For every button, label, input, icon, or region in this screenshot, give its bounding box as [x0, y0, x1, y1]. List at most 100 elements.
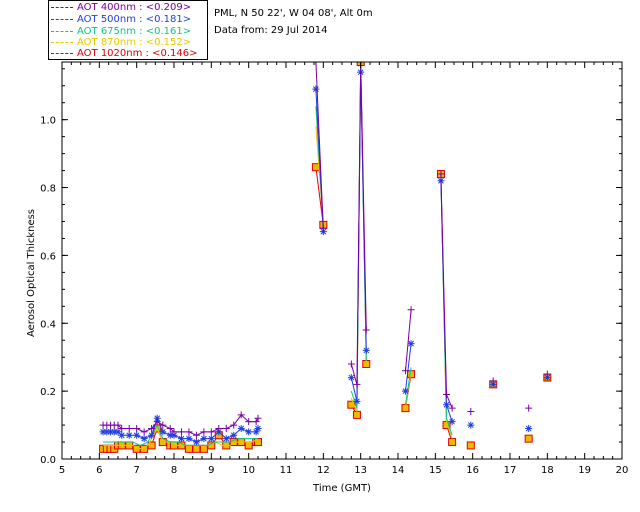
y-tick-label: 1.0: [40, 116, 56, 127]
legend-label: AOT 675nm : <0.161>: [77, 26, 192, 37]
data-point-plus: [159, 421, 167, 429]
data-point-star: [159, 428, 167, 436]
series-line: [440, 173, 453, 409]
data-point-square: [524, 434, 533, 443]
data-point-star: [525, 424, 533, 432]
legend-item-1020: AOT 1020nm : <0.146>: [51, 48, 197, 60]
data-point-star: [222, 435, 230, 443]
series-line: [103, 427, 259, 450]
data-point-plus: [467, 407, 475, 415]
data-point-plus: [407, 306, 415, 314]
data-point-plus: [443, 391, 451, 399]
series-line: [103, 414, 259, 436]
series-line: [405, 309, 412, 371]
legend-swatch: [51, 52, 73, 54]
x-tick-label: 12: [317, 465, 330, 476]
data-point-star: [230, 431, 238, 439]
data-point-plus: [207, 428, 215, 436]
y-tick-label: 0.6: [40, 251, 56, 262]
data-point-star: [207, 435, 215, 443]
legend-item-400: AOT 400nm : <0.209>: [51, 2, 191, 14]
x-tick-label: 7: [133, 465, 139, 476]
data-point-star: [125, 431, 133, 439]
data-point-star: [200, 435, 208, 443]
y-tick-label: 0.0: [40, 455, 56, 466]
data-point-plus: [347, 360, 355, 368]
data-point-plus: [401, 367, 409, 375]
y-tick-label: 0.8: [40, 184, 56, 195]
data-point-square: [448, 438, 457, 447]
legend-item-675: AOT 675nm : <0.161>: [51, 26, 191, 38]
x-tick-label: 9: [208, 465, 214, 476]
data-point-star: [103, 428, 111, 436]
data-point-square: [244, 441, 253, 450]
data-point-plus: [215, 424, 223, 432]
data-point-plus: [525, 404, 533, 412]
data-point-plus: [177, 428, 185, 436]
x-tick-label: 20: [616, 465, 629, 476]
data-point-plus: [489, 377, 497, 385]
x-tick-label: 13: [354, 465, 367, 476]
data-point-plus: [200, 428, 208, 436]
legend-item-500: AOT 500nm : <0.181>: [51, 14, 191, 26]
x-tick-label: 18: [541, 465, 554, 476]
data-point-star: [148, 431, 156, 439]
data-point-plus: [362, 326, 370, 334]
data-point-plus: [448, 404, 456, 412]
x-tick-label: 5: [59, 465, 65, 476]
y-axis-label: Aerosol Optical Thickness: [26, 209, 37, 337]
series-line: [405, 343, 412, 392]
x-tick-label: 10: [242, 465, 255, 476]
x-tick-label: 8: [171, 465, 177, 476]
data-point-star: [252, 428, 260, 436]
legend-label: AOT 500nm : <0.181>: [77, 14, 192, 25]
series-line: [103, 423, 258, 446]
data-point-star: [107, 428, 115, 436]
data-point-star: [185, 435, 193, 443]
legend-label: AOT 1020nm : <0.146>: [77, 48, 198, 59]
legend-swatch: [51, 18, 73, 20]
data-point-plus: [237, 411, 245, 419]
legend-label: AOT 400nm : <0.209>: [77, 2, 192, 13]
x-tick-label: 6: [96, 465, 102, 476]
plot-area: [99, 62, 552, 453]
data-point-plus: [312, 62, 320, 66]
data-point-star: [110, 428, 118, 436]
data-point-plus: [166, 424, 174, 432]
data-point-star: [177, 435, 185, 443]
series-group: [99, 62, 552, 453]
series-line: [315, 62, 324, 229]
y-tick-label: 0.4: [40, 319, 56, 330]
data-point-square: [192, 444, 201, 453]
data-point-plus: [125, 424, 133, 432]
data-point-star: [192, 438, 200, 446]
data-point-plus: [353, 380, 361, 388]
data-point-plus: [118, 424, 126, 432]
data-point-plus: [153, 418, 161, 426]
data-point-plus: [170, 428, 178, 436]
data-point-star: [448, 418, 456, 426]
data-point-plus: [245, 418, 253, 426]
data-point-square: [347, 400, 356, 409]
series-line: [405, 367, 412, 405]
data-point-plus: [254, 414, 262, 422]
data-point-plus: [230, 421, 238, 429]
data-point-plus: [148, 424, 156, 432]
data-point-star: [133, 431, 141, 439]
data-point-star: [362, 346, 370, 354]
data-point-square: [199, 444, 208, 453]
legend-swatch: [51, 30, 73, 32]
axes: 5 6 7 8 9 10 11 12 13 14 15 16 17 18 19 20 0.0 0.2 0.4 0.6 0…: [40, 61, 629, 476]
data-point-plus: [133, 424, 141, 432]
data-point-star: [140, 435, 148, 443]
y-tick-label: 0.2: [40, 387, 56, 398]
data-point-star: [401, 387, 409, 395]
x-tick-label: 17: [504, 465, 517, 476]
series-line: [350, 62, 367, 385]
x-tick-label: 15: [429, 465, 442, 476]
data-point-plus: [185, 428, 193, 436]
data-point-square: [184, 444, 193, 453]
plot-frame: [61, 61, 623, 460]
data-point-square: [352, 410, 361, 419]
